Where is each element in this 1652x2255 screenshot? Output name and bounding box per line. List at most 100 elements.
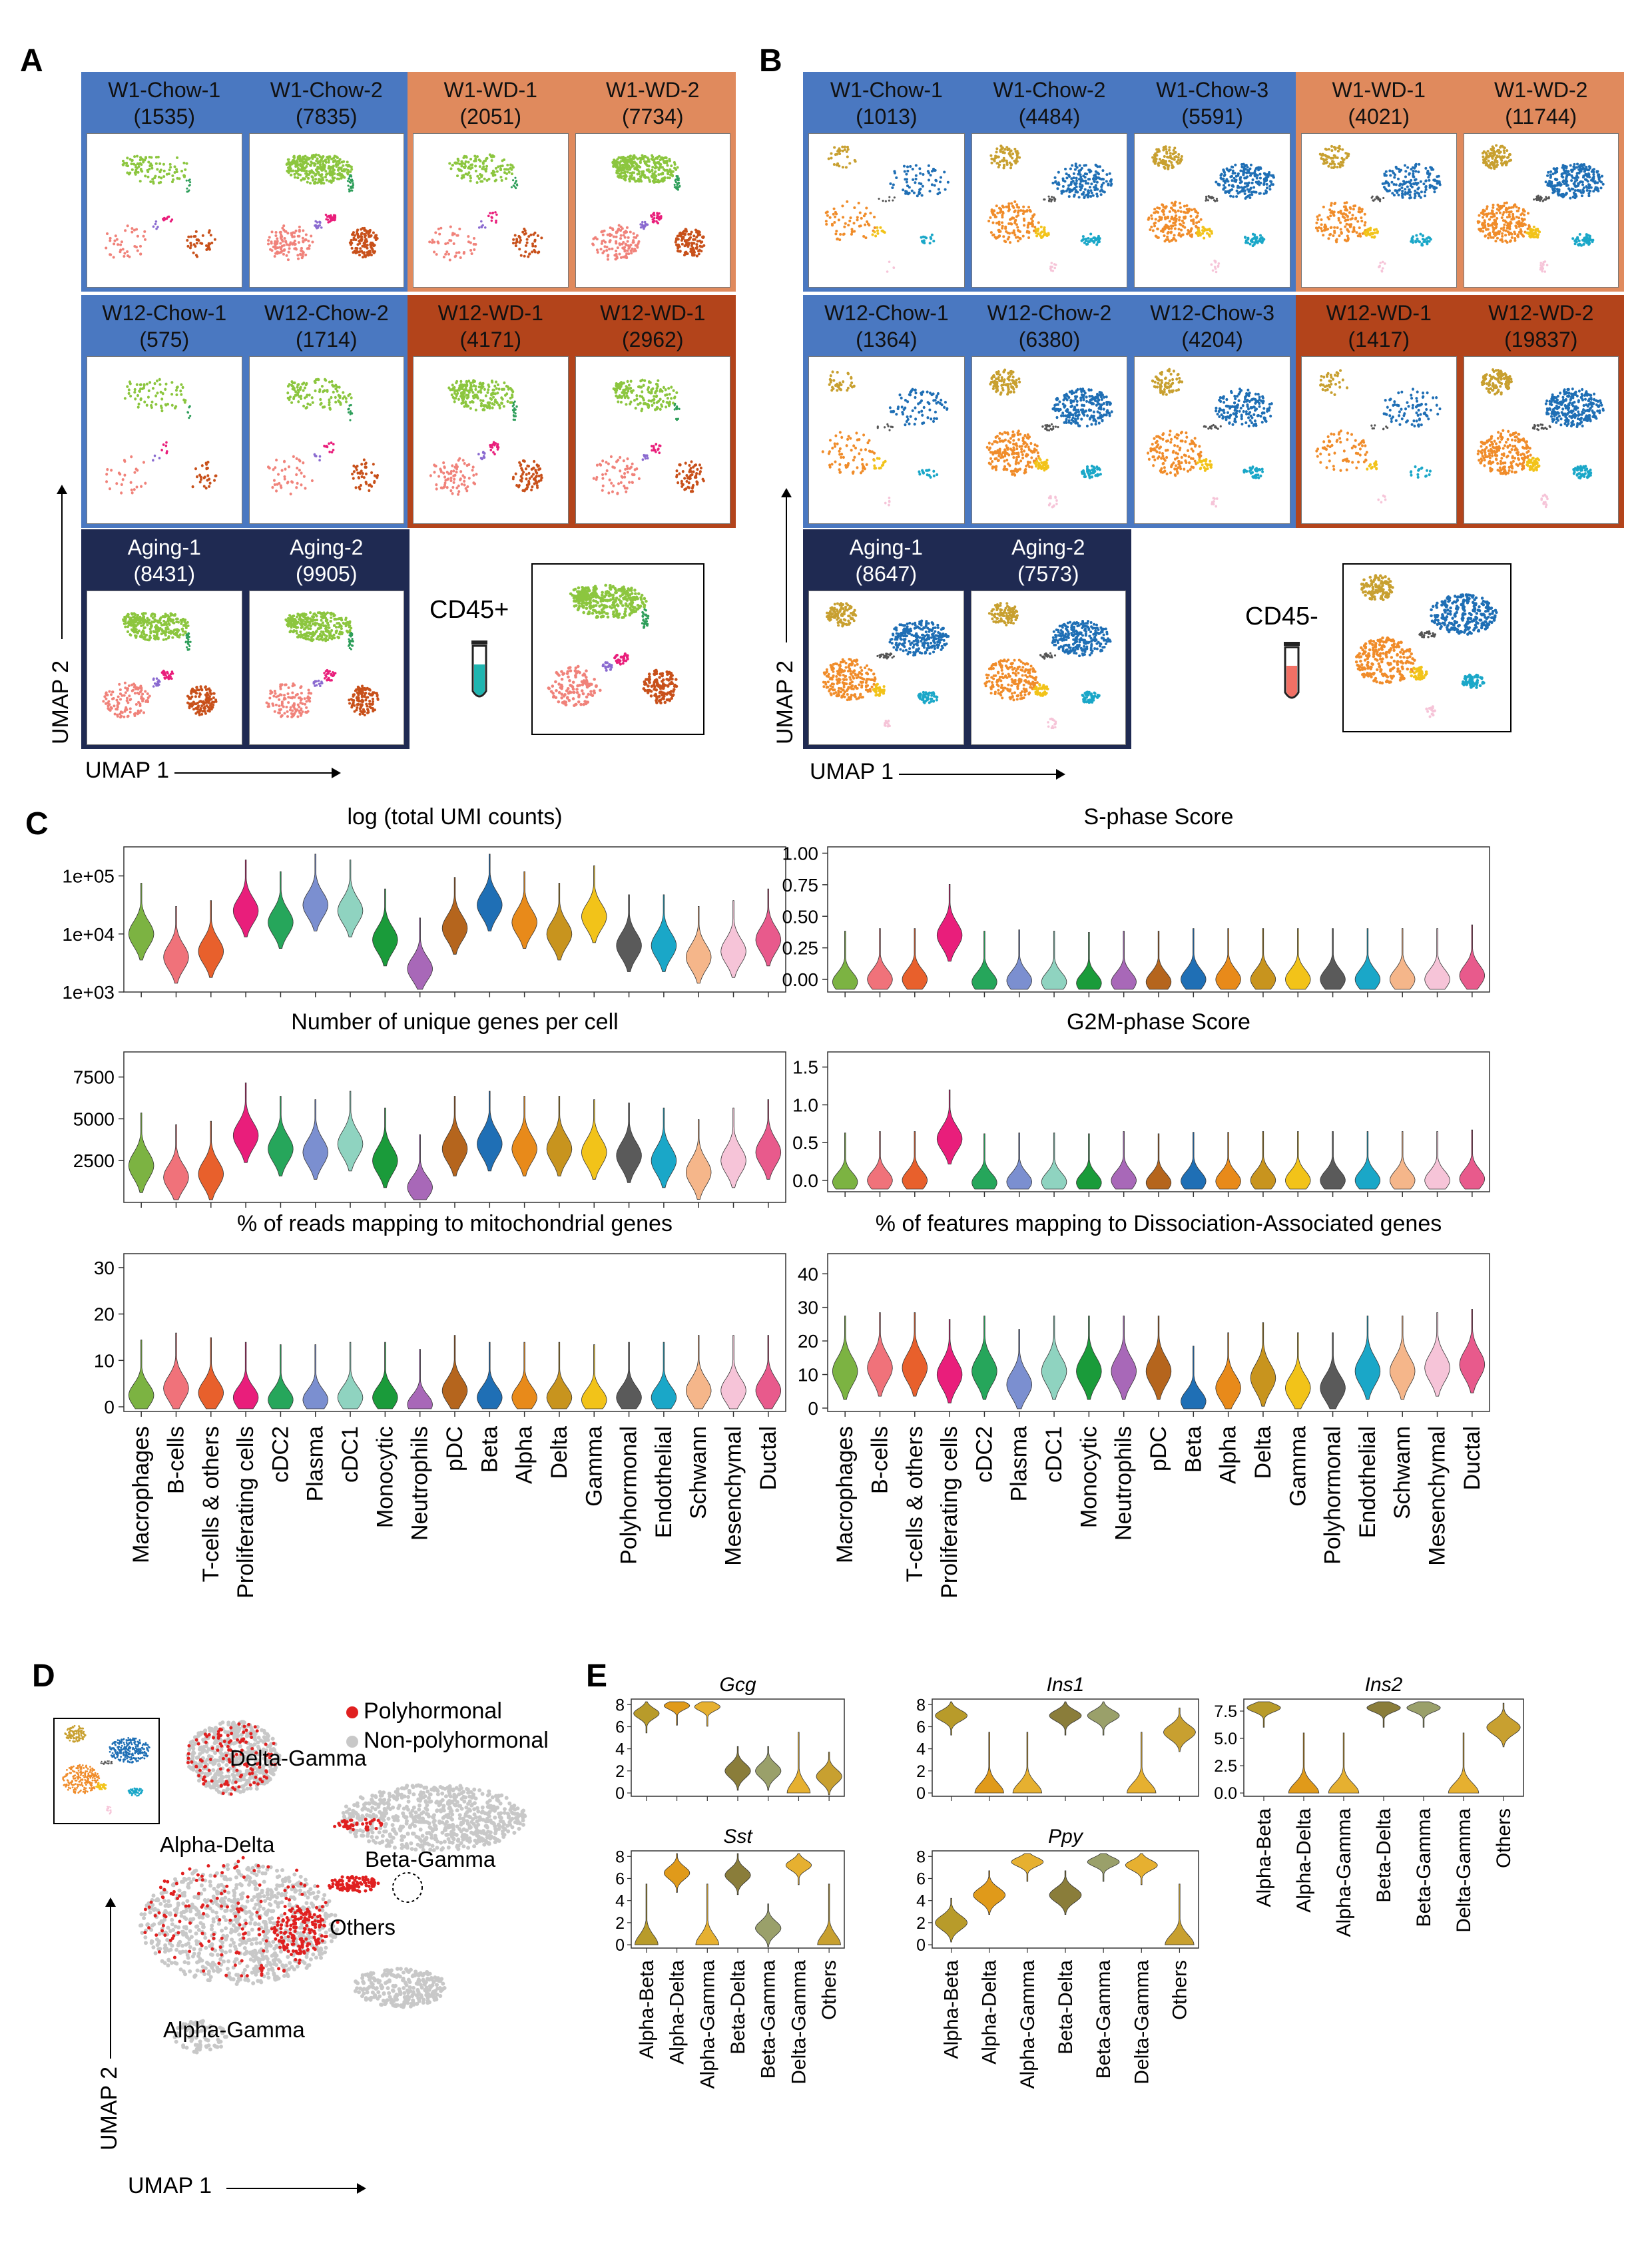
violin-alpha <box>511 1342 537 1409</box>
violin-plot: 0 10 20 30 Macrophages B-cells T-cells & other… <box>94 1253 786 1599</box>
umap-cluster-lightpink <box>886 260 896 273</box>
y-tick-label: 0.00 <box>782 969 819 990</box>
y-tick-label: 30 <box>94 1258 115 1278</box>
sample-umap <box>1463 133 1619 288</box>
sample-cell-count: (1417) <box>1348 328 1410 352</box>
tube-icon-cd45neg <box>1284 642 1300 699</box>
y-tick-label: 20 <box>798 1331 818 1352</box>
umap-cluster-lymphoid-b <box>126 380 146 398</box>
umap-cluster-salmon <box>266 455 314 496</box>
violin-beta-gamma <box>755 1746 782 1791</box>
umap-cluster-cyan <box>920 233 936 245</box>
umap-cluster-orange <box>822 658 877 702</box>
x-tick-label: Others <box>1493 1808 1515 1868</box>
umap-cluster-orange <box>824 200 876 242</box>
y-tick-label: 20 <box>94 1304 115 1325</box>
violin-plasma <box>1006 1132 1033 1190</box>
sample-header: Aging-1 (8431) <box>83 534 246 587</box>
sample-umap <box>808 591 964 745</box>
gene-violin-plot: 0 2 4 6 8 Alpha-Beta Alpha-Delta Alpha-Gamma Bet… <box>615 1848 845 2089</box>
y-tick-label: 8 <box>916 1696 926 1714</box>
panel-b-yarrow <box>786 496 787 642</box>
umap-cluster-rust <box>675 460 705 493</box>
x-tick-label: T-cells & others <box>198 1426 224 1582</box>
x-tick-label: Macrophages <box>832 1426 858 1563</box>
umap-cluster-lightpink <box>1210 259 1221 274</box>
umap-cluster-grey <box>1531 423 1551 431</box>
umap-cluster-blue <box>1051 387 1113 428</box>
violin-delta <box>1250 1322 1276 1407</box>
umap-cluster-lightpink <box>1049 262 1057 272</box>
violin-plasma <box>302 1099 329 1180</box>
sample-name: W12-Chow-2 <box>987 301 1112 325</box>
umap-cluster-purple <box>477 451 486 461</box>
violin-monocytic <box>1076 1133 1102 1190</box>
x-tick-label: Others <box>1169 1960 1191 2020</box>
umap-cluster-yellow <box>872 682 886 697</box>
umap-cluster-lightpink <box>1539 493 1549 509</box>
sample-cell-count: (2051) <box>459 105 522 128</box>
x-tick-label: Beta-Gamma <box>1413 1808 1435 1927</box>
umap-cluster-yellow <box>1032 683 1049 697</box>
umap-cluster-rust <box>186 685 218 716</box>
x-tick-label: Proliferating cells <box>937 1426 962 1599</box>
umap-cluster-pink <box>324 213 336 224</box>
umap-cluster-green <box>511 400 518 421</box>
violin-monocytic <box>1076 1316 1102 1400</box>
violin-b-cells <box>163 1124 189 1200</box>
violin-others <box>816 1752 842 1796</box>
umap-cluster-lightpink <box>1047 495 1058 509</box>
cd45-pos-label: CD45+ <box>429 596 509 624</box>
umap-cluster-rust <box>511 227 543 258</box>
umap-cluster-lightpink <box>1425 705 1436 718</box>
umap-cluster-salmon <box>428 225 477 262</box>
panel-b-letter: B <box>759 43 782 79</box>
violin-mesenchymal <box>720 1335 746 1409</box>
violin-cdc1 <box>337 1091 364 1172</box>
violin-cdc2 <box>971 931 997 990</box>
umap-cluster-purple <box>312 679 324 688</box>
violin-ductal <box>755 1335 781 1409</box>
x-tick-label: Plasma <box>1007 1426 1032 1501</box>
panel-b-merged-umap <box>1342 563 1512 732</box>
sample-cell-count: (1714) <box>296 328 358 352</box>
sample-group: W12-Chow-1 (575) W12-Chow-2 (1714) <box>81 295 410 528</box>
x-tick-label: Monocytic <box>1076 1426 1101 1528</box>
umap-cluster-green <box>346 403 353 421</box>
cd45-neg-label: CD45- <box>1245 603 1318 630</box>
umap-cluster-lightpink <box>1378 260 1386 273</box>
umap-cluster-salmon <box>547 664 602 708</box>
violin-plot-title: G2M-phase Score <box>1067 1009 1250 1035</box>
violin-neutrophils <box>407 1134 433 1200</box>
sample-cell-count: (1364) <box>856 328 918 352</box>
violin-gamma <box>581 1099 607 1180</box>
umap-cluster-rust <box>350 458 379 493</box>
y-tick-label: 6 <box>615 1718 625 1736</box>
umap-cluster-purple <box>639 220 649 230</box>
sample-group: W1-Chow-1 (1535) W1-Chow-2 (7835) <box>81 72 410 292</box>
x-tick-label: Beta-Delta <box>727 1960 749 2055</box>
x-tick-label: Schwann <box>1390 1426 1415 1519</box>
gene-plot-title: Ins2 <box>1364 1674 1403 1696</box>
umap-cluster-lymphoid-b <box>286 380 305 398</box>
sample-umap <box>575 133 730 288</box>
x-tick-label: Mesenchymal <box>1425 1426 1450 1566</box>
violin-plot: 0 10 20 30 40 Macrophages B-cells T-cells & oth… <box>798 1253 1490 1599</box>
umap-cluster-orange <box>1147 200 1203 243</box>
y-tick-label: 0 <box>916 1784 926 1803</box>
violin-schwann <box>1389 928 1416 990</box>
violin-alpha-beta <box>1246 1701 1281 1728</box>
umap-cluster-yellow <box>872 457 887 470</box>
violin-gamma <box>1285 1131 1311 1190</box>
y-tick-label: 0.25 <box>782 938 819 959</box>
sample-name: W1-Chow-1 <box>830 78 943 102</box>
violin-endothelial <box>651 1342 677 1409</box>
umap-cluster-pink <box>160 441 168 455</box>
x-tick-label: B-cells <box>867 1426 892 1494</box>
umap-cluster-cyan <box>1409 465 1432 479</box>
violin-ductal <box>755 1099 782 1180</box>
umap-cluster-cyan <box>1571 232 1594 247</box>
sample-header: W12-WD-1 (2962) <box>572 300 734 353</box>
y-tick-label: 8 <box>916 1848 926 1866</box>
x-tick-label: Alpha-Beta <box>941 1960 963 2059</box>
